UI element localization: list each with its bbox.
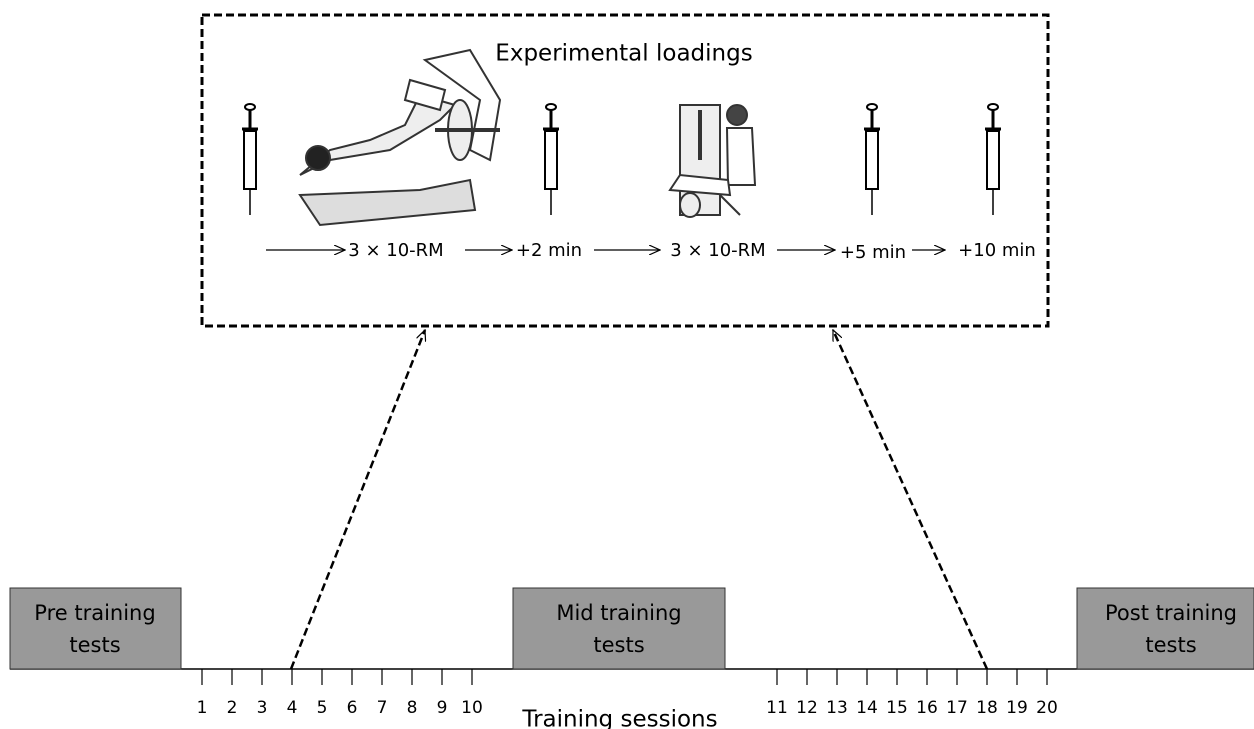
leg-extension-illustration <box>668 104 757 218</box>
session-number: 14 <box>856 698 878 718</box>
phase-label: Post training <box>1105 601 1237 625</box>
phase-label: tests <box>69 633 120 657</box>
session-number: 7 <box>377 698 388 718</box>
dashed-arrow <box>831 330 989 670</box>
session-number: 15 <box>886 698 908 718</box>
session-number: 8 <box>407 698 418 718</box>
sessions-label: Training sessions <box>521 707 717 729</box>
session-number: 19 <box>1006 698 1028 718</box>
phase-label: tests <box>593 633 644 657</box>
session-number: 16 <box>916 698 938 718</box>
session-number: 5 <box>317 698 328 718</box>
session-number: 11 <box>766 698 788 718</box>
session-ticks: 1 2 3 4 5 6 7 8 9 10 11 12 13 14 15 16 17 18 19 20 <box>197 669 1058 718</box>
session-number: 3 <box>257 698 268 718</box>
phase-boxes: Pre training tests Mid training tests Po… <box>9 587 1254 670</box>
syringe <box>541 102 561 217</box>
loadings-box <box>200 13 1050 328</box>
phase-box <box>1076 587 1254 670</box>
session-number: 9 <box>437 698 448 718</box>
phase-label: Pre training <box>34 601 155 625</box>
session-number: 20 <box>1036 698 1058 718</box>
session-number: 12 <box>796 698 818 718</box>
session-number: 2 <box>227 698 238 718</box>
session-number: 13 <box>826 698 848 718</box>
syringe <box>983 102 1003 217</box>
phase-box <box>9 587 182 670</box>
loadings-title: Experimental loadings <box>495 41 752 67</box>
step-label: +10 min <box>958 240 1036 261</box>
step-label: +5 min <box>840 242 906 263</box>
session-number: 6 <box>347 698 358 718</box>
phase-label: Mid training <box>556 601 681 625</box>
session-number: 18 <box>976 698 998 718</box>
session-number: 1 <box>197 698 208 718</box>
step-label: 3 × 10-RM <box>670 240 765 261</box>
session-number: 4 <box>287 698 298 718</box>
step-label: 3 × 10-RM <box>348 240 443 261</box>
syringe <box>862 102 882 217</box>
syringe <box>240 102 260 217</box>
step-label: +2 min <box>516 240 582 261</box>
phase-box <box>512 587 726 670</box>
dashed-arrow <box>289 330 425 670</box>
phase-label: tests <box>1145 633 1196 657</box>
leg-press-illustration <box>298 48 502 227</box>
session-number: 10 <box>461 698 483 718</box>
session-number: 17 <box>946 698 968 718</box>
